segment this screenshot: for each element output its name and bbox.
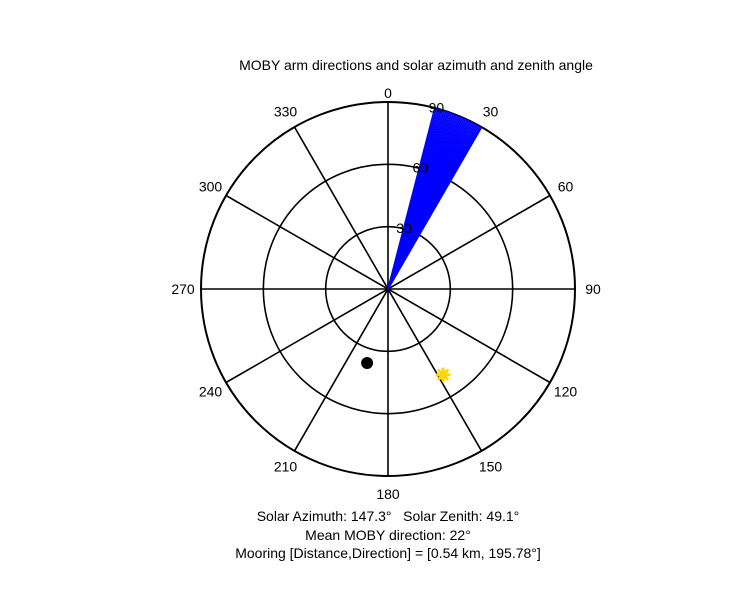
angle-tick-label-240: 240 xyxy=(199,384,223,400)
radial-tick-label-60: 60 xyxy=(413,160,429,176)
moby-direction-caption: Mean MOBY direction: 22° xyxy=(305,527,471,543)
mooring-caption: Mooring [Distance,Direction] = [0.54 km,… xyxy=(235,545,541,561)
angle-tick-label-0: 0 xyxy=(384,85,392,101)
angle-tick-label-150: 150 xyxy=(479,459,503,475)
angle-tick-label-210: 210 xyxy=(274,459,298,475)
moby-arm-directions xyxy=(387,107,483,290)
angle-tick-label-120: 120 xyxy=(554,384,578,400)
chart-title: MOBY arm directions and solar azimuth an… xyxy=(239,57,593,73)
angle-tick-label-300: 300 xyxy=(199,179,223,195)
mooring-marker xyxy=(361,356,374,369)
angle-tick-label-90: 90 xyxy=(585,281,601,297)
arm-direction-line-31 xyxy=(387,126,483,290)
radial-tick-label-90: 90 xyxy=(429,99,445,115)
markers xyxy=(361,356,451,383)
solar-caption: Solar Azimuth: 147.3° Solar Zenith: 49.1… xyxy=(256,508,520,524)
angle-tick-label-330: 330 xyxy=(274,104,298,120)
tick-labels: 0 30 60 90 120 150 180 210 240 270 300 330 30 60 90 xyxy=(171,85,601,502)
angle-tick-label-180: 180 xyxy=(376,486,400,502)
sun-marker-ray xyxy=(437,369,449,381)
angle-tick-label-60: 60 xyxy=(558,179,574,195)
angle-tick-label-270: 270 xyxy=(171,281,195,297)
sun-marker xyxy=(435,367,451,383)
radial-tick-label-30: 30 xyxy=(396,220,412,236)
angle-tick-label-30: 30 xyxy=(483,104,499,120)
